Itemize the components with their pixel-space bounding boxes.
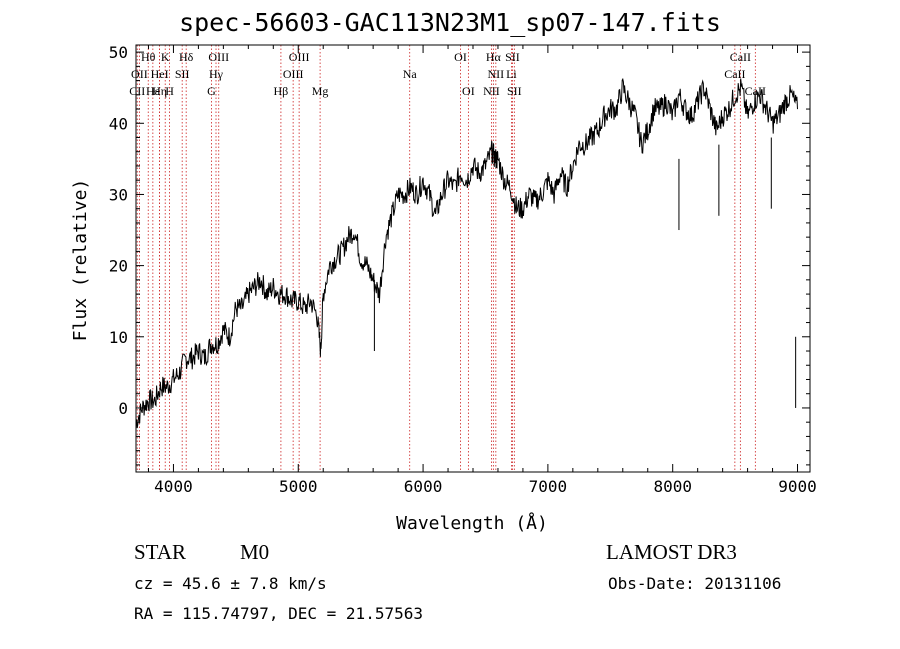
y-tick-label: 40: [109, 114, 128, 133]
line-marker-label: Hη: [152, 84, 167, 98]
x-tick-label: 9000: [778, 477, 817, 496]
line-marker-label: CII: [129, 84, 145, 98]
observation-date: Obs-Date: 20131106: [608, 574, 782, 593]
survey-name: LAMOST DR3: [606, 540, 737, 564]
plot-border: [135, 44, 811, 473]
y-axis-label: Flux (relative): [70, 179, 91, 342]
line-marker-label: Na: [403, 67, 418, 81]
line-marker-label: OII: [131, 67, 148, 81]
line-marker-label: CaII: [730, 50, 751, 64]
line-marker-label: SII: [175, 67, 190, 81]
line-marker-label: Hθ: [141, 50, 156, 64]
line-label-layer: Hθ OII CII Hε K HeI SII HηH Hδ OIII Hγ G OIII OIII Hβ M…: [129, 50, 766, 98]
x-tick-label: 4000: [154, 477, 193, 496]
line-marker-label: NII: [488, 67, 505, 81]
line-marker-label: H: [165, 84, 174, 98]
line-marker-label: Hβ: [274, 84, 289, 98]
line-marker-label: OIII: [283, 67, 304, 81]
line-marker-label: G: [207, 84, 216, 98]
object-class: STAR: [134, 540, 186, 564]
line-marker-label: K: [161, 50, 170, 64]
x-tick-label: 7000: [529, 477, 568, 496]
y-tick-label: 30: [109, 185, 128, 204]
line-marker-label: Li: [506, 67, 517, 81]
axis-tick-layer: 4000 5000 6000 7000 8000 9000 0 10 20 30 40 50: [109, 43, 817, 496]
line-marker-label: SII: [505, 50, 520, 64]
line-marker-label: OI: [462, 84, 475, 98]
line-marker-layer: [136, 45, 756, 472]
line-marker-label: OIII: [289, 50, 310, 64]
line-marker-label: Hδ: [179, 50, 194, 64]
plot-frame: [135, 44, 811, 473]
x-tick-label: 8000: [653, 477, 692, 496]
x-tick-label: 6000: [404, 477, 443, 496]
spectrum-layer: [135, 77, 798, 429]
ra-dec-coordinates: RA = 115.74797, DEC = 21.57563: [134, 604, 423, 623]
line-marker-label: CaII: [745, 84, 766, 98]
chart-title: spec-56603-GAC113N23M1_sp07-147.fits: [179, 8, 721, 37]
x-axis-label: Wavelength (Å): [396, 512, 548, 534]
y-tick-label: 10: [109, 328, 128, 347]
line-marker-label: OIII: [208, 50, 229, 64]
y-tick-label: 20: [109, 257, 128, 276]
line-marker-label: Hε: [146, 84, 160, 98]
line-marker-label: HeI: [151, 67, 169, 81]
line-marker-label: Hγ: [209, 67, 224, 81]
line-marker-label: OI: [454, 50, 467, 64]
object-subclass: M0: [240, 540, 270, 564]
redshift-cz: cz = 45.6 ± 7.8 km/s: [134, 574, 327, 593]
spectrum-series-line: [135, 77, 798, 429]
line-marker-label: NII: [483, 84, 500, 98]
line-marker-label: SII: [507, 84, 522, 98]
line-marker-label: CaII: [724, 67, 745, 81]
line-marker-label: Hα: [486, 50, 502, 64]
line-marker-label: Mg: [312, 84, 329, 98]
y-tick-label: 0: [118, 399, 128, 418]
y-tick-label: 50: [109, 43, 128, 62]
x-tick-label: 5000: [279, 477, 318, 496]
